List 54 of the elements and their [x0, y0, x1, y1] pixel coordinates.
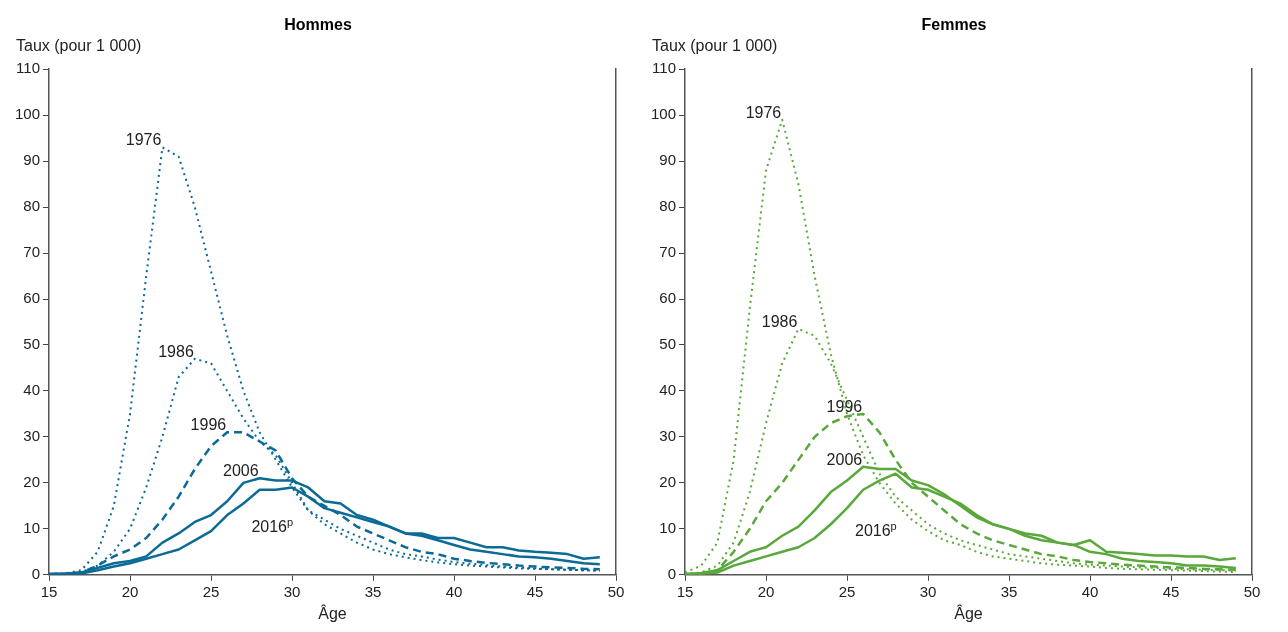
x-axis-title: Âge: [318, 603, 347, 622]
x-tick-label: 40: [445, 582, 463, 600]
x-tick-label: 20: [121, 582, 139, 600]
series-label: 2006: [223, 462, 259, 480]
y-axis-title: Taux (pour 1 000): [652, 37, 778, 55]
y-tick-label: 90: [659, 151, 677, 169]
series-label: 1976: [745, 103, 782, 121]
y-tick-label: 100: [651, 105, 677, 123]
x-tick-label: 25: [838, 582, 856, 600]
y-tick-label: 80: [23, 197, 41, 215]
x-tick-label: 30: [919, 582, 937, 600]
y-tick-label: 0: [31, 564, 41, 582]
y-tick-label: 70: [23, 243, 41, 261]
series-label: 2006: [826, 450, 863, 468]
series-label: 1986: [158, 342, 194, 360]
y-tick-label: 20: [23, 473, 41, 491]
x-tick-label: 25: [202, 582, 220, 600]
y-tick-label: 40: [23, 381, 41, 399]
series-label: 1976: [125, 131, 162, 149]
series-label: 1996: [826, 397, 863, 415]
x-tick-label: 45: [526, 582, 544, 600]
chart-title: Hommes: [284, 16, 352, 34]
y-tick-label: 60: [659, 289, 677, 307]
x-tick-label: 50: [607, 582, 625, 600]
y-tick-label: 70: [659, 243, 677, 261]
x-tick-label: 35: [1000, 582, 1018, 600]
y-tick-label: 60: [23, 289, 41, 307]
series-label: 1996: [190, 416, 227, 434]
series-label: 1986: [761, 312, 798, 330]
y-tick-label: 0: [667, 564, 677, 582]
y-tick-label: 100: [15, 105, 41, 123]
x-axis-title: Âge: [954, 603, 983, 622]
x-tick-label: 30: [283, 582, 301, 600]
y-tick-label: 10: [23, 518, 41, 536]
y-axis-title: Taux (pour 1 000): [16, 37, 142, 55]
y-tick-label: 110: [652, 59, 677, 77]
y-tick-label: 40: [659, 381, 677, 399]
x-tick-label: 15: [40, 582, 58, 600]
y-tick-label: 50: [659, 335, 677, 353]
x-tick-label: 20: [757, 582, 775, 600]
y-tick-label: 110: [16, 59, 41, 77]
x-tick-label: 40: [1081, 582, 1099, 600]
x-tick-label: 35: [364, 582, 382, 600]
y-tick-label: 80: [659, 197, 677, 215]
y-tick-label: 30: [659, 427, 677, 445]
x-tick-label: 15: [676, 582, 694, 600]
x-tick-label: 50: [1243, 582, 1261, 600]
y-tick-label: 90: [23, 151, 41, 169]
x-tick-label: 45: [1162, 582, 1180, 600]
y-tick-label: 30: [23, 427, 41, 445]
y-tick-label: 50: [23, 335, 41, 353]
chart-title: Femmes: [921, 16, 987, 34]
y-tick-label: 10: [659, 518, 677, 536]
y-tick-label: 20: [659, 473, 677, 491]
